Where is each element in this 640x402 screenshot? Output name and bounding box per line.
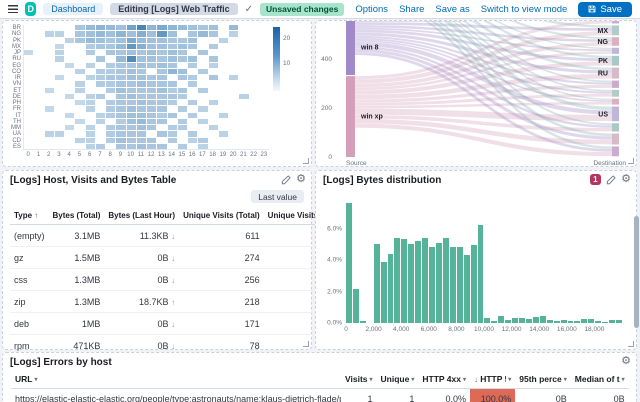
column-header[interactable]: Type ↑: [10, 207, 49, 225]
heatmap-legend-gradient: [273, 27, 280, 91]
svg-text:win xp: win xp: [360, 114, 383, 121]
svg-text:200: 200: [321, 105, 332, 112]
svg-text:RU: RU: [598, 71, 608, 78]
column-header[interactable]: HTTP 4xx ▾: [418, 370, 470, 389]
svg-text:PK: PK: [598, 58, 608, 65]
svg-text:Destination: Destination: [593, 160, 626, 166]
gear-icon[interactable]: ⚙: [621, 355, 631, 367]
column-header[interactable]: 95th perce ▾: [515, 370, 571, 389]
options-button[interactable]: Options: [355, 3, 389, 15]
panel-host-visits-bytes-table[interactable]: [Logs] Host, Visits and Bytes Table ⚙ La…: [2, 170, 368, 357]
share-button[interactable]: Share: [399, 3, 425, 15]
edit-title-icon[interactable]: ✓: [244, 3, 254, 15]
last-value-badge[interactable]: Last value: [251, 190, 304, 203]
histogram-bars: [346, 197, 622, 323]
save-button[interactable]: Save: [578, 1, 632, 17]
panel-bytes-distribution[interactable]: [Logs] Bytes distribution 1 ⚙ 0.0% 2.0% 4.…: [315, 170, 637, 350]
panel-title: [Logs] Errors by host: [10, 357, 112, 368]
sankey-chart: win xp win 8 MX NG PK RU US 0 200 400 Source Destin…: [321, 21, 626, 166]
save-icon: [588, 5, 596, 13]
vertical-scrollbar[interactable]: [634, 216, 639, 328]
notification-badge[interactable]: 1: [589, 174, 602, 185]
menu-icon[interactable]: [8, 5, 19, 13]
svg-text:NG: NG: [598, 39, 609, 46]
url-cell: https://elastic-elastic-elastic.org/peop…: [15, 393, 341, 402]
panel-errors-by-host[interactable]: [Logs] Errors by host ⚙ URL ▾ Visits ▾ Uniqu…: [2, 352, 637, 402]
unsaved-changes-badge: Unsaved changes: [260, 2, 345, 16]
column-header[interactable]: Visits ▾: [341, 370, 377, 389]
breadcrumb-current: Editing [Logs] Web Traffic: [110, 3, 238, 15]
column-header[interactable]: Bytes (Total): [48, 207, 105, 225]
space-avatar[interactable]: D: [25, 2, 37, 16]
column-header[interactable]: URL ▾: [11, 370, 341, 389]
edit-panel-icon[interactable]: [281, 174, 291, 185]
column-header[interactable]: Median of t ▾: [570, 370, 629, 389]
panel-resize-handle[interactable]: [303, 341, 309, 347]
host-table: Type ↑ Bytes (Total) Bytes (Last Hour) Uniq…: [10, 207, 368, 357]
legend-tick-10: 10: [283, 60, 291, 67]
panel-resize-handle[interactable]: [628, 158, 634, 164]
svg-text:Source: Source: [346, 160, 367, 166]
column-header[interactable]: ↓ HTTP 5xx▾: [469, 370, 516, 389]
panel-resize-handle[interactable]: [303, 158, 309, 164]
switch-view-mode-button[interactable]: Switch to view mode: [480, 3, 568, 15]
gear-icon[interactable]: ⚙: [621, 173, 631, 185]
column-header[interactable]: Bytes (Last Hour): [104, 207, 180, 225]
svg-text:400: 400: [321, 56, 332, 63]
heatmap-y-labels: BR NG PK MX JP RU EG CO IR VN ET DE PH FR IT TH MM UA CD ES: [11, 25, 21, 150]
heatmap-x-labels: 0 1 2 3 4 5 6 7 8 9 10 11 12 13 14 15 16 17 18 19 20 21 22 23: [26, 152, 268, 158]
top-navbar: D Dashboard Editing [Logs] Web Traffic ✓…: [0, 0, 640, 19]
heatmap-grid: [23, 25, 269, 150]
table-row: https://elastic-elastic-elastic.org/peop…: [11, 388, 629, 402]
svg-text:US: US: [598, 111, 608, 118]
panel-title: [Logs] Host, Visits and Bytes Table: [10, 175, 177, 186]
heatmap-legend: 20 10: [273, 27, 303, 97]
breadcrumb-dashboard[interactable]: Dashboard: [43, 3, 104, 15]
edit-panel-icon[interactable]: [606, 174, 616, 185]
save-as-button[interactable]: Save as: [435, 3, 470, 15]
gear-icon[interactable]: ⚙: [296, 173, 306, 185]
panel-title: [Logs] Bytes distribution: [323, 175, 442, 186]
legend-tick-20: 20: [283, 35, 291, 42]
panel-unique-visitors-heatmap[interactable]: BR NG PK MX JP RU EG CO IR VN ET DE PH FR IT TH MM UA CD ES…: [2, 20, 312, 167]
errors-table: URL▾Visits▾Unique▾HTTP 4xx▾↓ HTTP 5xx▾95…: [11, 370, 629, 402]
panel-resize-handle[interactable]: [628, 341, 634, 347]
column-header[interactable]: Unique ▾: [376, 370, 419, 389]
column-header[interactable]: Unique Visits (Total): [179, 207, 264, 225]
panel-machine-os-destination-sankey[interactable]: win xp win 8 MX NG PK RU US 0 200 400 Source Destin…: [315, 20, 637, 167]
svg-text:0: 0: [328, 154, 332, 161]
svg-text:win 8: win 8: [360, 44, 379, 51]
svg-text:MX: MX: [598, 28, 609, 35]
